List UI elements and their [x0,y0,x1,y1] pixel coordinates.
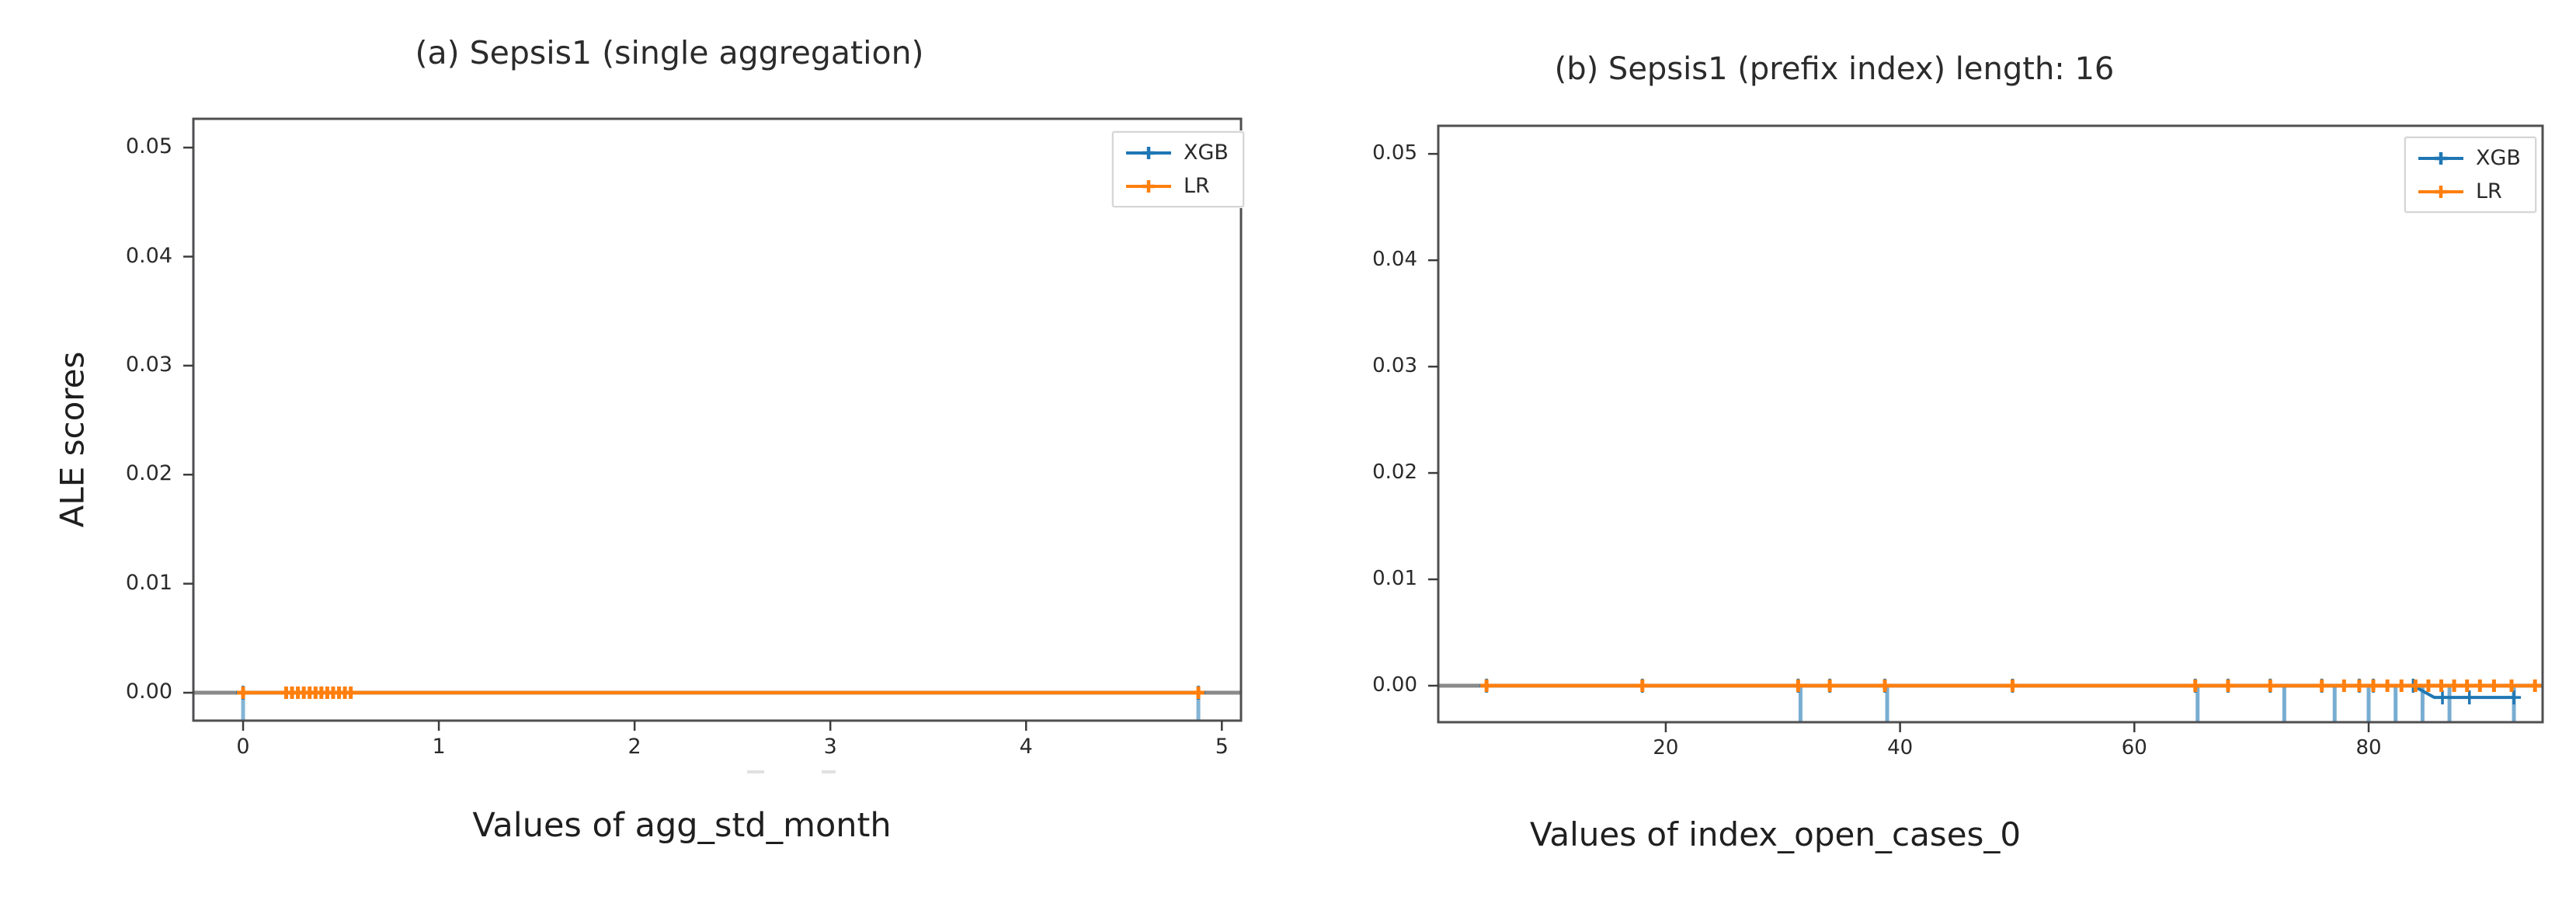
chart-a-xlabel: Values of agg_std_month [472,806,892,845]
chart-a-title: (a) Sepsis1 (single aggregation) [415,34,924,71]
xgb-line-sample-icon [2418,151,2463,165]
chart-a-series-lr [237,686,1205,700]
xgb-line-sample-icon [1126,146,1171,159]
chart-a-x-tick-label: 1 [432,735,446,759]
lr-line-sample-icon [1126,179,1171,193]
legend-item-xgb: XGB [1125,142,1229,163]
legend-item-xgb: XGB [2417,148,2521,169]
chart-a-x-tick-label: 3 [823,735,837,759]
scan-artifact [747,770,764,773]
legend-label-lr: LR [2476,179,2502,203]
chart-b-x-tick-label: 20 [1653,736,1679,759]
chart-a-x-tick-label: 5 [1215,735,1229,759]
chart-b-y-tick-label: 0.05 [1372,141,1417,165]
chart-b-legend: XGB LR [2404,137,2536,213]
chart-a-y-tick-label: 0.03 [125,353,172,377]
chart-b-x-tick-label: 40 [1887,736,1914,759]
legend-item-lr: LR [2417,181,2521,202]
chart-b-title: (b) Sepsis1 (prefix index) length: 16 [1554,51,2115,87]
scan-artifact [822,770,836,773]
chart-b-y-tick-label: 0.01 [1372,566,1417,590]
chart-b-x-tick-label: 60 [2121,736,2147,759]
legend-label-xgb: XGB [2476,146,2521,170]
chart-b-y-tick-label: 0.02 [1372,460,1417,484]
chart-a-y-tick-label: 0.01 [125,570,172,595]
chart-b-y-tick-label: 0.04 [1372,247,1417,271]
chart-a-y-tick-label: 0.00 [125,679,172,704]
legend-item-lr: LR [1125,175,1229,196]
chart-a-x-tick-label: 2 [627,735,641,759]
chart-b-series-lr [1480,679,2542,693]
chart-a-legend: XGB LR [1112,131,1244,207]
chart-a-y-tick-label: 0.02 [125,461,172,486]
chart-b-x-tick-label: 80 [2355,736,2382,759]
chart-b-plot [1428,124,2544,732]
chart-b-spines [1437,124,2544,724]
chart-b-y-tick-label: 0.00 [1372,672,1417,697]
chart-a-y-tick-label: 0.05 [125,134,172,159]
chart-a-spines [192,117,1243,722]
legend-label-lr: LR [1184,174,1210,198]
chart-b-xlabel: Values of index_open_cases_0 [1529,815,2022,853]
chart-a-x-tick-label: 4 [1019,735,1033,759]
legend-label-xgb: XGB [1184,141,1229,165]
chart-a-x-tick-label: 0 [236,735,250,759]
chart-a-ylabel: ALE scores [53,351,92,528]
chart-b-series-xgb [1479,679,2522,705]
chart-a-y-tick-label: 0.04 [125,243,172,268]
lr-line-sample-icon [2418,185,2463,198]
chart-b-y-tick-label: 0.03 [1372,353,1417,377]
chart-a-plot [183,117,1243,731]
